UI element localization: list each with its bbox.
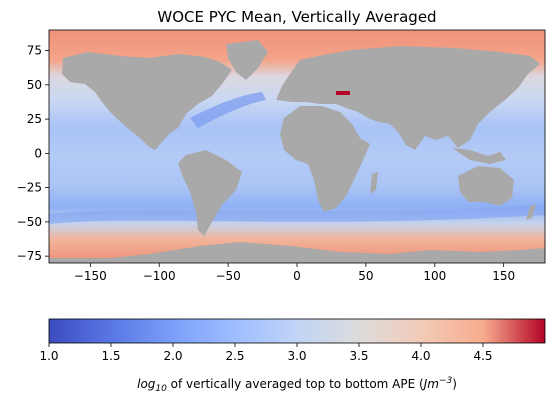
x-tick-label: 0 (293, 269, 301, 283)
y-tick-label: 75 (27, 44, 42, 58)
land-north-america (62, 52, 232, 150)
y-axis: −75 −50 −25 0 25 50 75 (17, 44, 49, 263)
gulf-stream-band (190, 92, 266, 128)
x-tick-label: 100 (423, 269, 446, 283)
x-tick-label: −100 (143, 269, 176, 283)
colorbar-tick-label: 2.0 (163, 349, 182, 363)
x-tick-label: 150 (492, 269, 515, 283)
land-maritime-asia (452, 148, 506, 164)
acc-band (49, 205, 545, 224)
black-sea-hotspot (336, 91, 350, 95)
chart-title: WOCE PYC Mean, Vertically Averaged (157, 8, 436, 26)
y-tick-label: 50 (27, 78, 42, 92)
land-new-zealand (526, 204, 536, 220)
colorbar (48, 318, 546, 344)
y-tick-label: −50 (17, 215, 42, 229)
colorbar-tick-label: 4.0 (411, 349, 430, 363)
land-south-america (178, 150, 242, 236)
colorbar-label-close: ) (452, 377, 457, 391)
colorbar-label: log10 of vertically averaged top to bott… (137, 376, 457, 394)
colorbar-axis: 1.0 1.5 2.0 2.5 3.0 3.5 4.0 4.5 (39, 343, 493, 363)
colorbar-tick-label: 3.5 (349, 349, 368, 363)
y-tick-label: −25 (17, 181, 42, 195)
x-axis: −150 −100 −50 0 50 100 150 (74, 263, 515, 283)
x-tick-label: 50 (358, 269, 373, 283)
y-tick-label: 25 (27, 112, 42, 126)
colorbar-tick-label: 4.5 (473, 349, 492, 363)
colorbar-label-text: of vertically averaged top to bottom APE… (167, 377, 424, 391)
x-tick-label: −50 (215, 269, 240, 283)
colorbar-label-unit: Jm (422, 377, 439, 391)
land-eurasia (276, 46, 540, 150)
colorbar-tick-label: 2.5 (225, 349, 244, 363)
land-madagascar (370, 172, 378, 194)
colorbar-tick-label: 3.0 (287, 349, 306, 363)
y-tick-label: 0 (34, 146, 42, 160)
plot-area (49, 30, 545, 263)
colorbar-label-exp: −3 (439, 376, 453, 386)
colorbar-label-log: log (137, 377, 156, 391)
land-australia (458, 166, 514, 206)
colorbar-label-sub: 10 (155, 384, 167, 394)
land-greenland (226, 40, 268, 80)
land-antarctica (49, 242, 545, 263)
colorbar-tick-label: 1.5 (101, 349, 120, 363)
land-africa (280, 106, 370, 212)
x-tick-label: −150 (74, 269, 107, 283)
y-tick-label: −75 (17, 249, 42, 263)
colorbar-tick-label: 1.0 (39, 349, 58, 363)
